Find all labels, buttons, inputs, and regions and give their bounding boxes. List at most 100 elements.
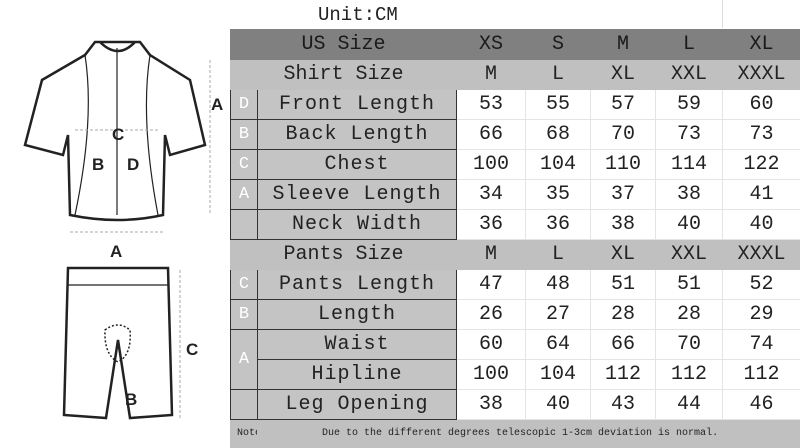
pants-size-cell: L (526, 240, 591, 270)
measurement-value: 46 (723, 390, 800, 420)
measurement-name: Back Length (258, 120, 457, 150)
us-size-cell: L (656, 30, 723, 60)
us-size-label: US Size (231, 30, 457, 60)
jersey-label-b: B (92, 155, 104, 174)
measurement-value: 100 (457, 150, 526, 180)
measurement-name: Waist (258, 330, 457, 360)
measurement-value: 57 (591, 90, 656, 120)
shirt-size-label: Shirt Size (231, 60, 457, 90)
shorts-label-a: A (110, 242, 122, 261)
shirt-size-cell: XXXL (723, 60, 800, 90)
measurement-value: 66 (591, 330, 656, 360)
measurement-value: 73 (656, 120, 723, 150)
diagram-letter: A (231, 180, 258, 210)
measurement-value: 27 (526, 300, 591, 330)
measurement-value: 104 (526, 150, 591, 180)
shirt-size-cell: XXL (656, 60, 723, 90)
measurement-value: 100 (457, 360, 526, 390)
measurement-value: 59 (656, 90, 723, 120)
jersey-label-a: A (211, 95, 223, 114)
measurement-value: 110 (591, 150, 656, 180)
jersey-label-d: D (127, 155, 139, 174)
note-label: Note: (231, 420, 258, 448)
shirt-size-cell: XL (591, 60, 656, 90)
measurement-value: 64 (526, 330, 591, 360)
measurement-name: Length (258, 300, 457, 330)
pants-size-cell: XXXL (723, 240, 800, 270)
measurement-value: 122 (723, 150, 800, 180)
measurement-value: 48 (526, 270, 591, 300)
measurement-value: 29 (723, 300, 800, 330)
measurement-value: 35 (526, 180, 591, 210)
measurement-name: Leg Opening (258, 390, 457, 420)
measurement-value: 28 (591, 300, 656, 330)
us-size-cell: XL (723, 30, 800, 60)
diagram-letter: D (231, 90, 258, 120)
size-diagram: A B C D A B C (0, 0, 230, 433)
measurement-value: 34 (457, 180, 526, 210)
shorts-drawing (64, 268, 172, 418)
measurement-value: 60 (723, 90, 800, 120)
measurement-value: 40 (656, 210, 723, 240)
measurement-value: 41 (723, 180, 800, 210)
measurement-name: Sleeve Length (258, 180, 457, 210)
measurement-name: Neck Width (258, 210, 457, 240)
pants-size-cell: M (457, 240, 526, 270)
jersey-label-c: C (112, 125, 124, 144)
shirt-size-cell: M (457, 60, 526, 90)
measurement-value: 44 (656, 390, 723, 420)
shirt-size-cell: L (526, 60, 591, 90)
measurement-value: 38 (591, 210, 656, 240)
measurement-value: 51 (656, 270, 723, 300)
measurement-value: 40 (526, 390, 591, 420)
diagram-letter: C (231, 270, 258, 300)
shorts-label-b: B (125, 390, 137, 409)
measurement-value: 112 (723, 360, 800, 390)
us-size-cell: S (526, 30, 591, 60)
diagram-letter (231, 210, 258, 240)
measurement-value: 70 (591, 120, 656, 150)
unit-label: Unit:CM (318, 4, 398, 26)
measurement-name: Front Length (258, 90, 457, 120)
diagram-letter: B (231, 300, 258, 330)
pants-size-cell: XL (591, 240, 656, 270)
measurement-value: 37 (591, 180, 656, 210)
diagram-letter: C (231, 150, 258, 180)
measurement-value: 112 (656, 360, 723, 390)
measurement-value: 47 (457, 270, 526, 300)
measurement-name: Chest (258, 150, 457, 180)
measurement-value: 28 (656, 300, 723, 330)
diagram-letter (231, 390, 258, 420)
note-text: Due to the different degrees telescopic … (258, 420, 800, 448)
measurement-value: 38 (656, 180, 723, 210)
measurement-value: 73 (723, 120, 800, 150)
pants-size-cell: XXL (656, 240, 723, 270)
us-size-cell: XS (457, 30, 526, 60)
measurement-value: 43 (591, 390, 656, 420)
measurement-value: 66 (457, 120, 526, 150)
measurement-value: 38 (457, 390, 526, 420)
measurement-name: Hipline (258, 360, 457, 390)
measurement-value: 26 (457, 300, 526, 330)
shorts-label-c: C (186, 340, 198, 359)
diagram-letter: B (231, 120, 258, 150)
measurement-name: Pants Length (258, 270, 457, 300)
divider (722, 0, 723, 28)
measurement-value: 74 (723, 330, 800, 360)
measurement-value: 36 (526, 210, 591, 240)
measurement-value: 114 (656, 150, 723, 180)
